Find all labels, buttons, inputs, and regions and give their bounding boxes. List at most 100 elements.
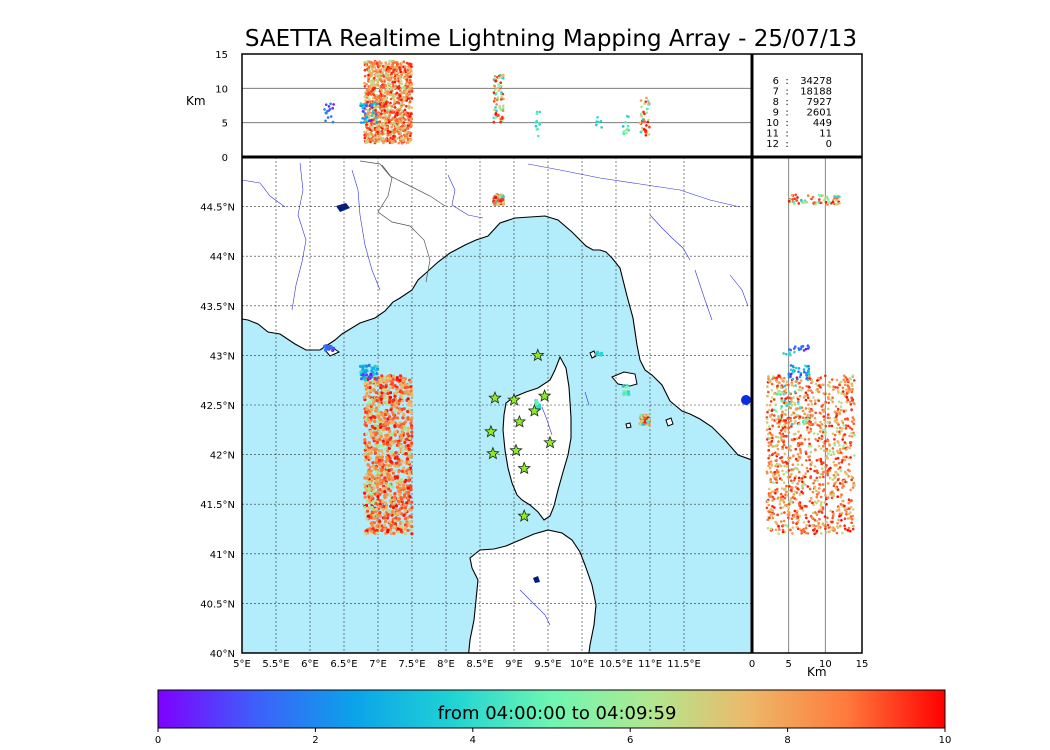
source-point [770,463,774,466]
source-point [838,430,841,434]
source-point [410,500,414,504]
x-tick-label: 8°E [437,659,455,670]
source-point [819,386,822,389]
source-point [801,509,805,512]
source-point [780,478,783,482]
source-point [851,486,855,489]
source-point [821,428,824,432]
source-point [372,128,375,131]
source-point [368,116,371,119]
source-point [817,377,820,380]
source-point [839,524,842,528]
source-point [836,456,840,460]
source-point [771,434,774,437]
source-point [388,385,392,389]
source-point [848,400,852,404]
source-point [494,106,497,109]
source-point [371,436,375,440]
source-point [823,442,827,445]
source-point [378,94,382,98]
source-point [372,516,376,520]
source-point [394,119,398,122]
source-point [770,413,774,416]
source-point [407,71,410,74]
source-point [807,413,811,417]
source-point [408,75,412,78]
source-point [784,430,787,433]
source-point [821,483,825,486]
source-point [361,373,365,377]
source-point [795,407,799,411]
station-markers [484,348,557,522]
source-point [814,402,817,405]
source-point [379,434,383,438]
source-point [382,442,386,446]
source-point [365,509,370,513]
source-point [403,136,407,140]
source-point [838,426,842,430]
x-tick-label: 5.5°E [262,659,289,670]
source-point [373,66,377,69]
source-point [810,197,813,201]
source-point [378,102,382,106]
source-point [409,389,413,393]
source-point [403,493,407,497]
source-point [835,463,838,467]
source-point [834,405,838,408]
source-point [639,113,643,116]
source-point [798,415,802,419]
source-point [790,479,793,483]
source-point [386,422,390,426]
source-point [806,396,810,400]
source-point [400,136,404,140]
source-point [645,419,650,423]
source-point [404,82,408,85]
source-point [399,77,402,80]
source-point [388,520,392,524]
source-point [364,424,369,428]
source-point [788,502,791,506]
source-point [379,449,383,453]
source-point [769,470,773,474]
source-point [403,113,406,116]
source-point [790,403,794,407]
source-point [821,522,824,525]
source-point [822,410,826,413]
source-point [775,487,779,491]
source-point [775,463,778,466]
source-point [372,489,376,494]
source-point [795,199,798,202]
source-point [403,440,407,445]
source-point [408,97,411,100]
source-point [847,526,851,530]
source-point [808,487,812,491]
source-point [781,427,785,430]
right-x-tick-label: 15 [856,659,869,670]
source-point [776,447,780,451]
source-point [410,117,413,120]
source-point [811,423,815,426]
source-point [848,529,852,533]
source-point [365,407,369,411]
source-point [847,507,851,511]
source-point [400,422,404,426]
source-point [818,483,821,486]
source-point [824,496,828,500]
source-point [809,463,813,467]
source-point [378,64,382,68]
source-point [780,512,783,515]
source-point [363,130,366,134]
source-point [381,428,386,432]
source-point [397,399,401,403]
source-point [803,475,807,479]
source-point [825,464,828,467]
source-point [765,403,769,407]
source-point [377,443,381,447]
source-point [596,116,599,119]
source-point [389,108,393,111]
source-point [372,514,376,518]
source-point [809,420,812,424]
source-point [819,420,822,424]
source-point [843,383,847,387]
source-point [774,520,777,524]
